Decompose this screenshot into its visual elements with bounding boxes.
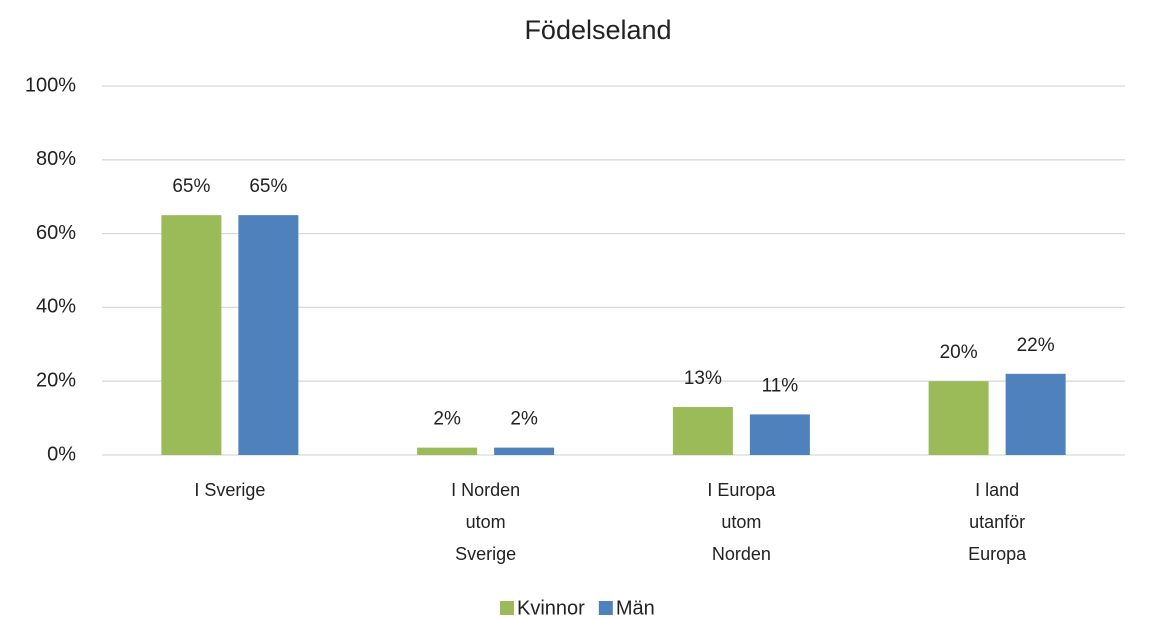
x-tick-label: I land utanför Europa <box>968 480 1027 564</box>
y-tick-label: 40% <box>36 296 76 318</box>
bar <box>238 215 299 455</box>
x-tick-label: I Norden utom Sverige <box>451 480 521 564</box>
data-label: 65% <box>172 176 210 197</box>
bar <box>494 447 555 455</box>
x-tick-label: I Europa utom Norden <box>707 480 776 564</box>
y-tick-label: 0% <box>47 443 76 465</box>
bar <box>417 447 478 455</box>
legend-swatch <box>500 601 514 615</box>
y-tick-label: 100% <box>25 74 76 96</box>
legend-label: Kvinnor <box>517 597 585 618</box>
bar <box>749 414 810 455</box>
bar <box>161 215 222 455</box>
bar <box>928 381 989 455</box>
data-label: 22% <box>1017 335 1055 356</box>
data-label: 13% <box>684 368 722 389</box>
data-label: 2% <box>433 409 461 430</box>
y-tick-label: 20% <box>36 369 76 391</box>
chart-title: Födelseland <box>524 15 671 45</box>
bar <box>1005 373 1066 455</box>
legend-label: Män <box>616 597 655 618</box>
y-tick-label: 60% <box>36 222 76 244</box>
data-label: 20% <box>940 342 978 363</box>
data-label: 11% <box>762 375 799 396</box>
x-tick-label: I Sverige <box>194 480 266 500</box>
y-tick-label: 80% <box>36 148 76 170</box>
data-label: 65% <box>249 176 287 197</box>
bar <box>672 407 733 455</box>
legend-swatch <box>598 601 613 615</box>
data-label: 2% <box>510 409 538 430</box>
